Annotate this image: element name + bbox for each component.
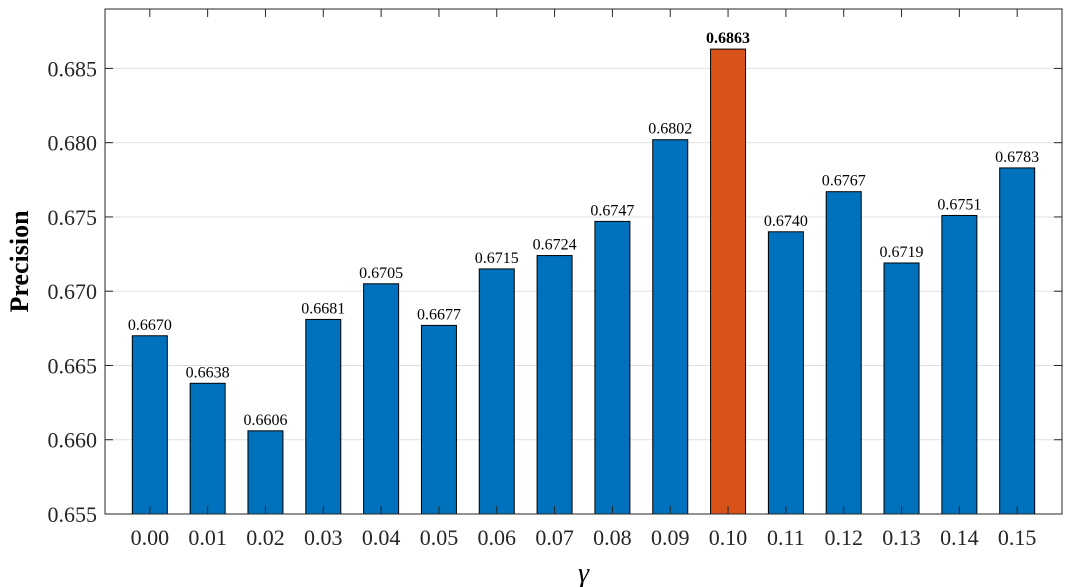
x-tick-label: 0.01 xyxy=(188,525,227,550)
x-tick-label: 0.06 xyxy=(478,525,517,550)
bar-value-label: 0.6747 xyxy=(590,202,634,219)
x-tick-label: 0.14 xyxy=(940,525,979,550)
bar xyxy=(478,268,515,515)
bar-value-label: 0.6705 xyxy=(359,265,403,282)
bar-value-label: 0.6802 xyxy=(648,121,692,138)
bar xyxy=(536,255,573,515)
bar-value-label: 0.6670 xyxy=(128,317,172,334)
bar xyxy=(941,214,978,515)
x-tick-label: 0.13 xyxy=(882,525,921,550)
bar-value-label: 0.6606 xyxy=(243,412,287,429)
bar-value-label: 0.6751 xyxy=(937,196,981,213)
y-tick-label: 0.670 xyxy=(48,279,98,304)
x-tick-label: 0.04 xyxy=(362,525,401,550)
x-tick-label: 0.08 xyxy=(593,525,632,550)
bar xyxy=(131,335,168,515)
bar xyxy=(825,191,862,515)
y-axis-label: Precision xyxy=(5,210,34,313)
bar xyxy=(189,382,226,515)
bar-value-label: 0.6767 xyxy=(822,173,866,190)
bar xyxy=(883,262,920,515)
bar xyxy=(999,167,1036,515)
bar xyxy=(305,318,342,515)
x-tick-label: 0.15 xyxy=(998,525,1037,550)
bar-value-label: 0.6719 xyxy=(880,244,924,261)
y-tick-label: 0.675 xyxy=(48,205,98,230)
x-tick-label: 0.03 xyxy=(304,525,343,550)
axis-ticks xyxy=(105,9,1062,515)
bar-value-label: 0.6740 xyxy=(764,213,808,230)
x-tick-label: 0.05 xyxy=(420,525,459,550)
bar-value-label: 0.6715 xyxy=(475,250,519,267)
bar-value-label: 0.6638 xyxy=(186,364,230,381)
y-tick-label: 0.685 xyxy=(48,56,98,81)
bar-highlighted xyxy=(710,48,747,515)
y-tick-label: 0.655 xyxy=(48,502,98,527)
bar-value-label: 0.6783 xyxy=(995,149,1039,166)
y-tick-labels: 0.655 0.660 0.665 0.670 0.675 0.680 0.685 xyxy=(48,56,98,527)
y-tick-label: 0.665 xyxy=(48,353,98,378)
x-tick-label: 0.00 xyxy=(131,525,170,550)
x-tick-label: 0.11 xyxy=(767,525,805,550)
bar xyxy=(363,283,400,515)
bar-value-label: 0.6863 xyxy=(706,30,750,47)
bar-value-label: 0.6724 xyxy=(533,237,577,254)
y-tick-label: 0.660 xyxy=(48,428,98,453)
x-tick-label: 0.12 xyxy=(824,525,863,550)
bar xyxy=(652,139,689,515)
x-tick-label: 0.02 xyxy=(246,525,285,550)
x-tick-labels: 0.00 0.01 0.02 0.03 0.04 0.05 0.06 0.07 0.08 0.09… xyxy=(131,525,1037,550)
bar-value-label: 0.6677 xyxy=(417,306,461,323)
bar xyxy=(247,430,284,515)
x-tick-label: 0.10 xyxy=(709,525,748,550)
x-axis-label: γ xyxy=(578,558,590,587)
bar xyxy=(767,231,804,515)
plot-frame xyxy=(104,8,1063,515)
x-tick-label: 0.09 xyxy=(651,525,690,550)
bars xyxy=(131,48,1036,515)
value-labels: 0.6670 0.6638 0.6606 0.6681 0.6705 0.6677 0.67… xyxy=(128,30,1039,429)
bar xyxy=(420,324,457,515)
bar xyxy=(594,220,631,515)
bar-value-label: 0.6681 xyxy=(301,300,345,317)
x-tick-label: 0.07 xyxy=(535,525,574,550)
y-tick-label: 0.680 xyxy=(48,131,98,156)
